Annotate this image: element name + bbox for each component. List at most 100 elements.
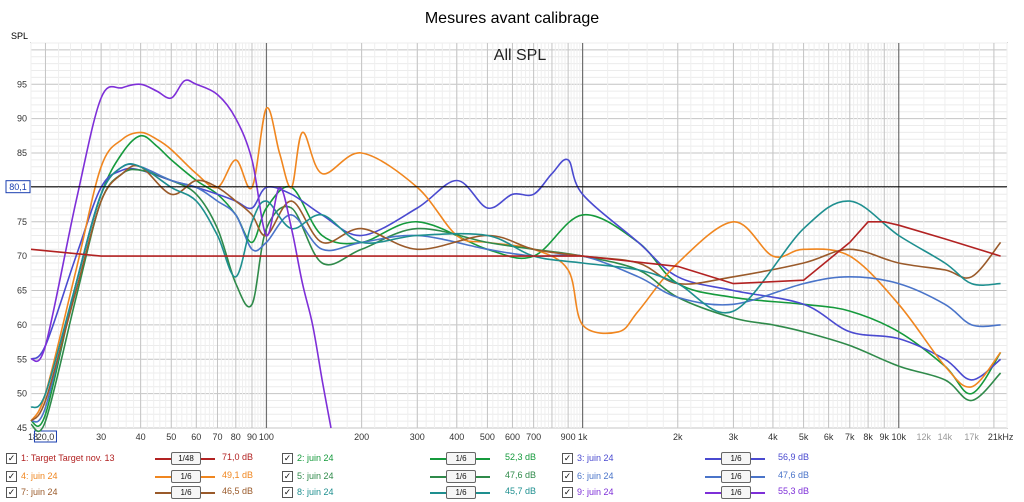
series-line-2 (30, 134, 1002, 428)
legend-smoothing[interactable]: 1/6 (430, 468, 490, 484)
x-cursor-marker[interactable] (33, 430, 57, 443)
legend-item[interactable]: ✓ 5: juin 24 (282, 468, 334, 484)
x-tick-label: 1k (578, 432, 588, 442)
smoothing-button[interactable]: 1/6 (721, 486, 751, 499)
y-tick-labels: 4550556065707580859095 (17, 79, 27, 433)
smoothing-button[interactable]: 1/48 (171, 452, 201, 465)
y-tick-label: 45 (17, 423, 27, 433)
x-tick-label: 14k (938, 432, 953, 442)
x-tick-label: 70 (212, 432, 222, 442)
y-tick-label: 85 (17, 148, 27, 158)
x-tick-label: 5k (799, 432, 809, 442)
y-tick-label: 60 (17, 320, 27, 330)
legend-series-name: 5: juin 24 (297, 471, 334, 481)
all-spl-label: All SPL (494, 47, 547, 64)
x-tick-label: 9k (880, 432, 890, 442)
legend-item[interactable]: ✓ 2: juin 24 (282, 450, 334, 466)
smoothing-button[interactable]: 1/6 (721, 470, 751, 483)
series-line-1 (30, 221, 1001, 285)
smoothing-button[interactable]: 1/6 (446, 452, 476, 465)
legend-smoothing[interactable]: 1/48 (155, 450, 215, 466)
y-tick-label: 90 (17, 114, 27, 124)
legend-smoothing[interactable]: 1/6 (430, 450, 490, 466)
smoothing-button[interactable]: 1/6 (446, 486, 476, 499)
legend-checkbox[interactable]: ✓ (6, 470, 17, 482)
x-tick-label: 600 (505, 432, 520, 442)
y-tick-label: 95 (17, 79, 27, 89)
legend-value: 46,5 dB (222, 486, 254, 496)
y-axis-label: SPL (11, 31, 28, 41)
x-tick-label: 21kHz (988, 432, 1014, 442)
reference-value-box[interactable] (5, 180, 31, 194)
legend-checkbox[interactable]: ✓ (6, 452, 17, 464)
legend-smoothing[interactable]: 1/6 (155, 484, 215, 500)
legend-checkbox[interactable]: ✓ (282, 486, 293, 498)
legend-smoothing[interactable]: 1/6 (155, 468, 215, 484)
legend-checkbox[interactable]: ✓ (562, 452, 573, 464)
legend-item[interactable]: ✓ 4: juin 24 (6, 468, 58, 484)
x-tick-label: 500 (480, 432, 495, 442)
y-tick-label: 55 (17, 354, 27, 364)
legend-checkbox[interactable]: ✓ (562, 486, 573, 498)
legend-value: 71,0 dB (222, 452, 254, 462)
legend-value: 56,9 dB (778, 452, 810, 462)
legend-item[interactable]: ✓ 6: juin 24 (562, 468, 614, 484)
x-tick-label: 50 (166, 432, 176, 442)
smoothing-button[interactable]: 1/6 (171, 470, 201, 483)
legend-checkbox[interactable]: ✓ (562, 470, 573, 482)
x-tick-label: 20,0 (37, 432, 55, 442)
series-line-9 (30, 79, 332, 429)
legend-item[interactable]: ✓ 9: juin 24 (562, 484, 614, 500)
legend-smoothing[interactable]: 1/6 (705, 468, 765, 484)
legend-value: 47,6 dB (505, 470, 537, 480)
series-line-8 (30, 162, 1001, 409)
legend-item[interactable]: ✓ 1: Target Target nov. 13 (6, 450, 115, 466)
x-tick-label: 10k (891, 432, 906, 442)
reference-line-layer[interactable]: 80,1 (5, 180, 1007, 194)
y-tick-label: 65 (17, 286, 27, 296)
series-line-7 (30, 164, 1002, 422)
legend-checkbox[interactable]: ✓ (282, 452, 293, 464)
legend-value: 45,7 dB (505, 486, 537, 496)
x-tick-label: 3k (729, 432, 739, 442)
legend-series-name: 3: juin 24 (577, 453, 614, 463)
smoothing-button[interactable]: 1/6 (446, 470, 476, 483)
y-tick-label: 70 (17, 251, 27, 261)
x-tick-label: 400 (449, 432, 464, 442)
x-tick-label: 60 (191, 432, 201, 442)
legend-series-name: 8: juin 24 (297, 487, 334, 497)
x-tick-label: 90 (247, 432, 257, 442)
x-tick-label: 7k (845, 432, 855, 442)
smoothing-button[interactable]: 1/6 (721, 452, 751, 465)
legend-item[interactable]: ✓ 8: juin 24 (282, 484, 334, 500)
x-tick-label: 300 (410, 432, 425, 442)
x-tick-label: 2k (673, 432, 683, 442)
chart-svg[interactable]: Mesures avant calibrage SPL 45 50 55 60 65 70… (0, 0, 1024, 448)
legend-smoothing[interactable]: 1/6 (705, 484, 765, 500)
legend-value: 55,3 dB (778, 486, 810, 496)
x-tick-label: 80 (231, 432, 241, 442)
legend-value: 52,3 dB (505, 452, 537, 462)
legend-series-name: 2: juin 24 (297, 453, 334, 463)
smoothing-button[interactable]: 1/6 (171, 486, 201, 499)
legend-item[interactable]: ✓ 3: juin 24 (562, 450, 614, 466)
x-tick-label: 700 (526, 432, 541, 442)
y-tick-label: 75 (17, 217, 27, 227)
y-tick-label: 50 (17, 389, 27, 399)
legend-series-name: 9: juin 24 (577, 487, 614, 497)
x-tick-label: 40 (136, 432, 146, 442)
series-layer (30, 79, 1002, 433)
x-tick-label: 17k (964, 432, 979, 442)
legend-item[interactable]: ✓ 7: juin 24 (6, 484, 58, 500)
legend-series-name: 6: juin 24 (577, 471, 614, 481)
legend-smoothing[interactable]: 1/6 (705, 450, 765, 466)
legend-checkbox[interactable]: ✓ (6, 486, 17, 498)
x-tick-label: 8k (863, 432, 873, 442)
x-tick-label: 30 (96, 432, 106, 442)
legend-value: 49,1 dB (222, 470, 254, 480)
legend-smoothing[interactable]: 1/6 (430, 484, 490, 500)
x-tick-label: 18 (28, 432, 38, 442)
legend-checkbox[interactable]: ✓ (282, 470, 293, 482)
x-tick-label: 200 (354, 432, 369, 442)
